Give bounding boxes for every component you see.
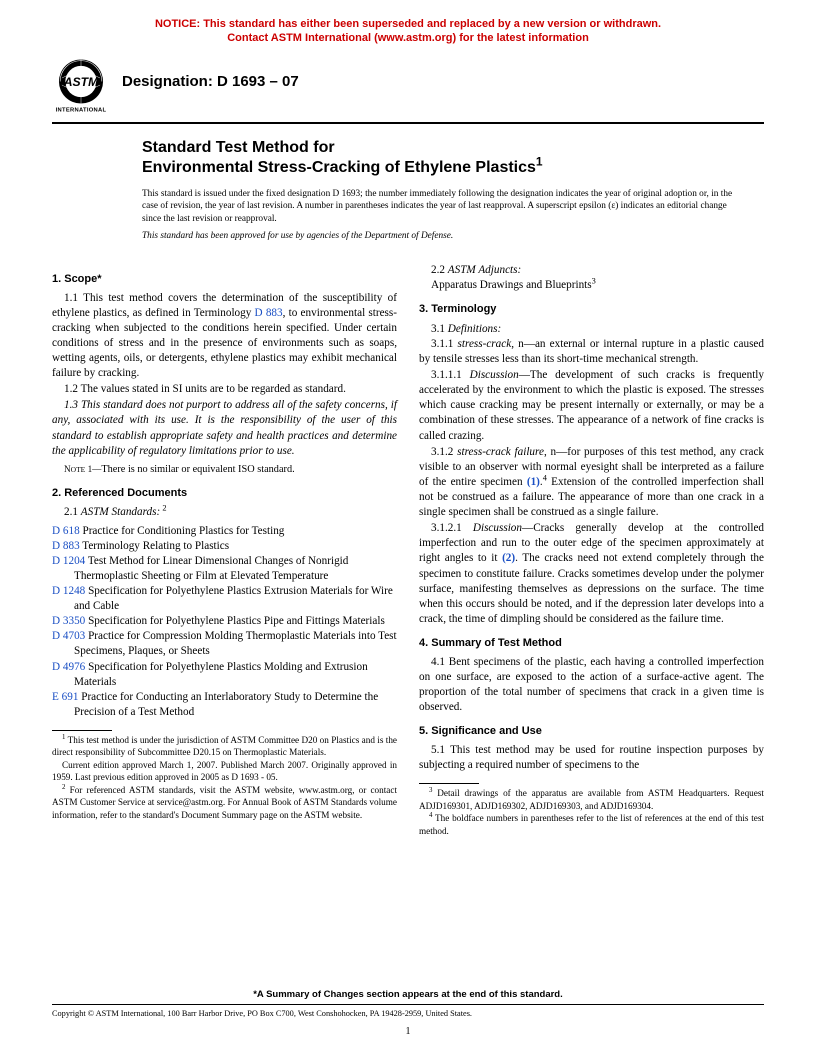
- designation: Designation: D 1693 – 07: [122, 72, 299, 92]
- ref-d1204: D 1204 Test Method for Linear Dimensiona…: [52, 554, 397, 584]
- scope-head: 1. Scope*: [52, 272, 397, 287]
- page-number: 1: [52, 1025, 764, 1039]
- ref-e691: E 691 Practice for Conducting an Interla…: [52, 690, 397, 720]
- astm-logo: ASTM INTERNATIONAL: [52, 56, 110, 114]
- ref-d3350: D 3350 Specification for Polyethylene Pl…: [52, 614, 397, 629]
- notice-line2: Contact ASTM International (www.astm.org…: [227, 32, 589, 44]
- terminology-head: 3. Terminology: [419, 302, 764, 317]
- header-row: ASTM INTERNATIONAL Designation: D 1693 –…: [52, 56, 764, 114]
- issuance-block: This standard is issued under the fixed …: [142, 188, 744, 243]
- dod-approval: This standard has been approved for use …: [142, 230, 744, 243]
- link-d883[interactable]: D 883: [255, 307, 283, 319]
- ref-paren-1[interactable]: (1): [527, 476, 540, 488]
- page-bottom: *A Summary of Changes section appears at…: [52, 989, 764, 1039]
- footnote-rule-left: [52, 730, 112, 731]
- footnote-3: 3 Detail drawings of the apparatus are a…: [419, 787, 764, 812]
- notice-line1: NOTICE: This standard has either been su…: [155, 18, 661, 30]
- note1-text: There is no similar or equivalent ISO st…: [101, 464, 294, 475]
- para-2-1: 2.1 ASTM Standards: 2: [52, 505, 397, 520]
- para-4-1: 4.1 Bent specimens of the plastic, each …: [419, 655, 764, 715]
- note1-label: NOTE 1—: [64, 464, 101, 474]
- ref-d883: D 883 Terminology Relating to Plastics: [52, 539, 397, 554]
- superseded-notice: NOTICE: This standard has either been su…: [52, 18, 764, 46]
- copyright-line: Copyright © ASTM International, 100 Barr…: [52, 1008, 764, 1019]
- title-line2: Environmental Stress-Cracking of Ethylen…: [142, 159, 536, 176]
- body-columns: 1. Scope* 1.1 This test method covers th…: [52, 263, 764, 837]
- svg-text:ASTM: ASTM: [63, 75, 99, 89]
- bottom-rule: [52, 1004, 764, 1005]
- para-3-1-1: 3.1.1 stress-crack, n—an external or int…: [419, 337, 764, 367]
- issuance-para: This standard is issued under the fixed …: [142, 188, 744, 226]
- para-5-1: 5.1 This test method may be used for rou…: [419, 743, 764, 773]
- astm-standards-list: D 618 Practice for Conditioning Plastics…: [52, 524, 397, 720]
- note-1: NOTE 1—There is no similar or equivalent…: [52, 463, 397, 477]
- ref-paren-2[interactable]: (2): [502, 552, 515, 564]
- para-3-1-2: 3.1.2 stress-crack failure, n—for purpos…: [419, 445, 764, 521]
- title-sup: 1: [536, 154, 543, 168]
- para-1-3: 1.3 This standard does not purport to ad…: [52, 398, 397, 458]
- ref-d4976: D 4976 Specification for Polyethylene Pl…: [52, 660, 397, 690]
- footnote-rule-right: [419, 783, 479, 784]
- para-1-2: 1.2 The values stated in SI units are to…: [52, 382, 397, 397]
- ref-d618: D 618 Practice for Conditioning Plastics…: [52, 524, 397, 539]
- footnotes-left: 1 This test method is under the jurisdic…: [52, 734, 397, 821]
- significance-head: 5. Significance and Use: [419, 724, 764, 739]
- svg-text:INTERNATIONAL: INTERNATIONAL: [56, 107, 107, 113]
- title-line1: Standard Test Method for: [142, 139, 335, 156]
- ref-d1248: D 1248 Specification for Polyethylene Pl…: [52, 584, 397, 614]
- para-2-2-item: Apparatus Drawings and Blueprints3: [419, 278, 764, 293]
- para-3-1-2-1: 3.1.2.1 Discussion—Cracks generally deve…: [419, 521, 764, 627]
- footnotes-right: 3 Detail drawings of the apparatus are a…: [419, 787, 764, 837]
- summary-changes-line: *A Summary of Changes section appears at…: [52, 989, 764, 1002]
- refdocs-head: 2. Referenced Documents: [52, 486, 397, 501]
- footnote-1b: Current edition approved March 1, 2007. …: [52, 759, 397, 784]
- para-1-1: 1.1 This test method covers the determin…: [52, 291, 397, 382]
- para-3-1: 3.1 Definitions:: [419, 322, 764, 337]
- summary-head: 4. Summary of Test Method: [419, 636, 764, 651]
- document-title: Standard Test Method for Environmental S…: [142, 138, 764, 178]
- footnote-4: 4 The boldface numbers in parentheses re…: [419, 812, 764, 837]
- footnote-2: 2 For referenced ASTM standards, visit t…: [52, 784, 397, 821]
- left-column: 1. Scope* 1.1 This test method covers th…: [52, 263, 397, 837]
- footnote-1: 1 This test method is under the jurisdic…: [52, 734, 397, 759]
- right-column: 2.2 ASTM Adjuncts: Apparatus Drawings an…: [419, 263, 764, 837]
- ref-d4703: D 4703 Practice for Compression Molding …: [52, 629, 397, 659]
- para-3-1-1-1: 3.1.1.1 Discussion—The development of su…: [419, 368, 764, 444]
- header-rule: [52, 122, 764, 124]
